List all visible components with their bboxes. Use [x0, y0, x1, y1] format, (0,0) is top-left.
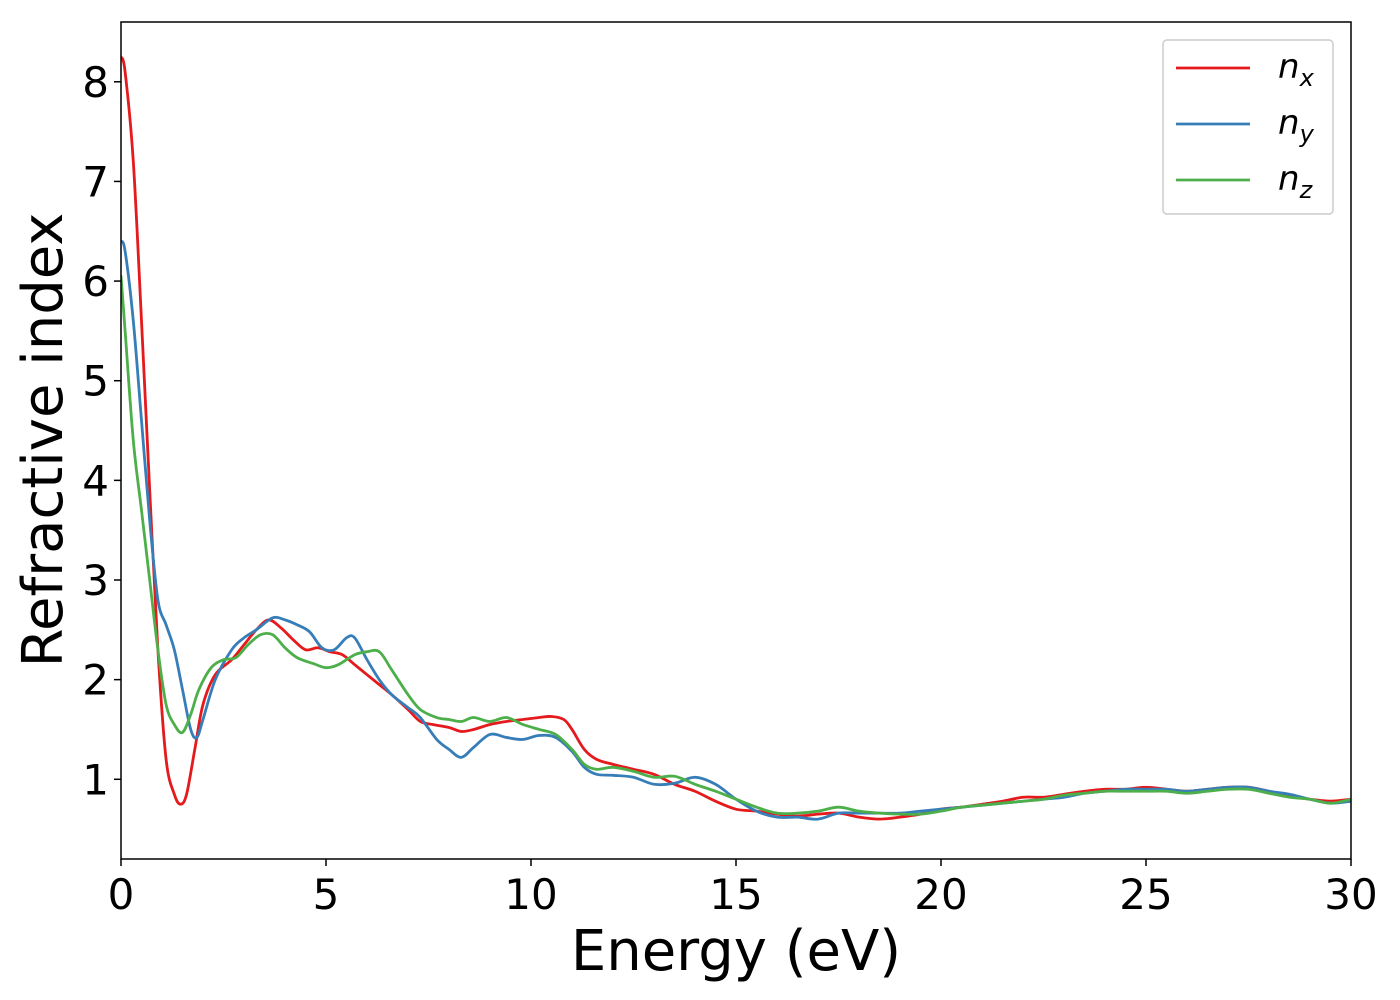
- y-tick-label: 8: [82, 58, 109, 107]
- x-tick-label: 15: [709, 870, 762, 919]
- legend-label-ny: ny: [1278, 103, 1315, 148]
- y-tick-label: 4: [82, 456, 109, 505]
- series-line-nz: [121, 274, 1351, 816]
- legend-label-nz: nz: [1278, 159, 1314, 204]
- y-axis-title: Refractive index: [11, 213, 76, 668]
- legend-box: [1162, 39, 1334, 215]
- legend-label-nx: nx: [1278, 47, 1315, 92]
- x-tick-label: 20: [914, 870, 967, 919]
- x-tick-label: 25: [1119, 870, 1172, 919]
- y-tick-label: 5: [82, 357, 109, 406]
- x-axis-title: Energy (eV): [571, 919, 901, 984]
- x-axis: 0 5 10 15 20 25 30: [108, 859, 1378, 919]
- legend: nx ny nz: [1162, 39, 1334, 215]
- series-layer: [121, 55, 1351, 821]
- y-tick-label: 6: [82, 257, 109, 306]
- y-tick-label: 3: [82, 556, 109, 605]
- y-tick-label: 2: [82, 656, 109, 705]
- series-line-nx: [121, 55, 1351, 821]
- y-tick-label: 7: [82, 157, 109, 206]
- x-tick-label: 10: [504, 870, 557, 919]
- x-tick-label: 0: [108, 870, 135, 919]
- x-tick-label: 30: [1324, 870, 1377, 919]
- y-axis: 1 2 3 4 5 6 7 8: [82, 58, 121, 804]
- y-tick-label: 1: [82, 755, 109, 804]
- x-tick-label: 5: [313, 870, 340, 919]
